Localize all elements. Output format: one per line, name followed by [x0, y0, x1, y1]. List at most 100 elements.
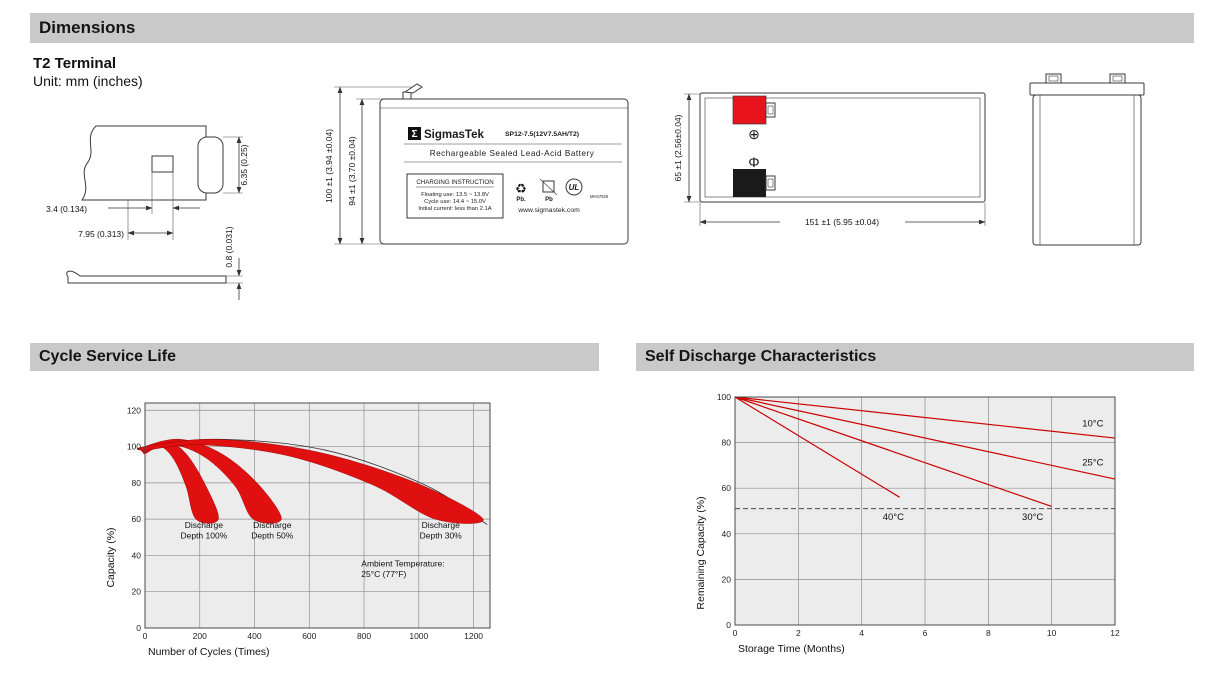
charging-line-3: Initial current: less than 2.1A	[418, 206, 491, 212]
x-axis-title: Storage Time (Months)	[738, 643, 845, 655]
charging-line-2: Cycle use: 14.4 ~ 15.0V	[424, 199, 486, 205]
series-label: 40°C	[883, 512, 904, 523]
y-tick-label: 0	[136, 623, 141, 633]
self-discharge-section-title: Self Discharge Characteristics	[645, 348, 877, 365]
battery-case-side-inner	[704, 97, 981, 198]
end-terminal-2	[1109, 73, 1126, 84]
x-tick-label: 800	[357, 631, 371, 641]
negative-symbol-icon: Φ	[748, 154, 759, 170]
x-tick-label: 200	[193, 631, 207, 641]
recycle-icon: ♻	[515, 181, 527, 196]
self-discharge-section-header: Self Discharge Characteristics	[636, 343, 1194, 371]
terminal-front-outline	[81, 125, 207, 201]
x-tick-label: 600	[302, 631, 316, 641]
y-tick-label: 60	[132, 514, 142, 524]
discharge-band	[136, 439, 484, 524]
self-discharge-chart: 10°C 25°C 30°C 40°C 0 2 4 6 8 10 12 0 20 40 60 80 100 Sto…	[695, 392, 1120, 655]
series-line	[734, 396, 1116, 439]
x-tick-label: 400	[247, 631, 261, 641]
y-tick-label: 60	[722, 483, 732, 493]
y-tick-label: 20	[722, 574, 732, 584]
chart-annotation: Discharge Depth 30%	[420, 520, 462, 541]
y-tick-label: 20	[132, 587, 142, 597]
end-terminal-1	[1045, 73, 1062, 84]
dimension-drawings: 3.4 (0.134) 7.95 (0.313) 6.35 (0.25) 0.8…	[46, 73, 1145, 300]
series-line	[734, 396, 1052, 508]
x-tick-label: 1200	[464, 631, 483, 641]
dim-side-height: 65 ±1 (2.56±0.04)	[673, 114, 683, 181]
y-tick-label: 80	[722, 438, 732, 448]
logo-sigma: Σ	[411, 129, 417, 140]
x-tick-label: 4	[859, 628, 864, 638]
model-number: SP12-7.5(12V7.5AH/T2)	[505, 131, 579, 138]
cycle-service-life-chart: Discharge Depth 100%Discharge Depth 50%Dis…	[105, 402, 491, 658]
dimensions-section-title: Dimensions	[39, 18, 136, 37]
pb-label-2: Pb	[545, 197, 553, 203]
brand-name: SigmasTek	[424, 129, 484, 141]
drawing-element: Depth 100%	[180, 531, 227, 541]
dim-side-length: 151 ±1 (5.95 ±0.04)	[805, 217, 879, 227]
chart-annotation: Discharge Depth 50%	[251, 520, 293, 541]
drawing-element: Depth 30%	[420, 531, 462, 541]
terminal-slot	[151, 155, 174, 173]
x-tick-label: 1000	[409, 631, 428, 641]
series-line	[734, 396, 900, 498]
y-tick-label: 40	[722, 529, 732, 539]
tab-detail	[767, 105, 774, 115]
charging-line-1: Floating use: 13.5 ~ 13.8V	[421, 192, 489, 198]
battery-type-label: Rechargeable Sealed Lead-Acid Battery	[430, 149, 595, 158]
dim-slot-width: 3.4 (0.134)	[46, 204, 87, 214]
y-axis-title: Remaining Capacity (%)	[695, 496, 707, 609]
end-lid	[1029, 82, 1145, 96]
end-terminal-detail	[1048, 75, 1059, 82]
terminal-blade	[403, 83, 423, 94]
ul-mark-text: UL	[569, 183, 580, 192]
ul-mark-icon	[565, 178, 583, 196]
ul-number: MH47925	[590, 194, 609, 199]
battery-side-drawing: 65 ±1 (2.56±0.04) ⊕ Φ 151 ±1 (5.95 ±0.04…	[673, 92, 986, 227]
drawing-element: Discharge	[253, 520, 292, 530]
x-tick-label: 8	[986, 628, 991, 638]
tab-detail	[767, 178, 774, 188]
x-tick-label: 10	[1047, 628, 1057, 638]
y-tick-label: 0	[726, 620, 731, 630]
battery-case-end	[1032, 94, 1142, 246]
battery-front-drawing: 100 ±1 (3.94 ±0.04) 94 ±1 (3.70 ±0.04) Σ…	[324, 83, 629, 245]
dim-pitch: 7.95 (0.313)	[78, 229, 124, 239]
terminal-detail-drawing: 3.4 (0.134) 7.95 (0.313) 6.35 (0.25) 0.8…	[46, 125, 249, 300]
negative-terminal-black	[733, 169, 766, 197]
y-tick-label: 100	[127, 442, 141, 452]
y-tick-label: 120	[127, 405, 141, 415]
chart-annotation: Ambient Temperature: 25°C (77°F)	[361, 558, 444, 579]
drawing-element: 25°C (77°F)	[361, 569, 406, 579]
plot-border	[734, 396, 1116, 626]
x-axis-title: Number of Cycles (Times)	[148, 646, 270, 658]
plot-border	[144, 402, 491, 629]
y-tick-label: 80	[132, 478, 142, 488]
x-tick-label: 0	[733, 628, 738, 638]
terminal-tab-outline	[197, 136, 224, 194]
positive-symbol-icon: ⊕	[748, 126, 760, 142]
y-tick-label: 40	[132, 550, 142, 560]
pb-label-1: Pb.	[516, 197, 526, 203]
battery-case-front	[379, 98, 629, 245]
unit-note: Unit: mm (inches)	[33, 73, 143, 89]
drawing-element: Discharge	[422, 520, 461, 530]
drawing-element: Discharge	[185, 520, 224, 530]
series-line	[734, 396, 1116, 480]
series-label: 30°C	[1022, 512, 1043, 523]
dim-overall-height: 100 ±1 (3.94 ±0.04)	[324, 129, 334, 203]
cycle-life-section-title: Cycle Service Life	[39, 348, 176, 365]
y-tick-label: 100	[717, 392, 731, 402]
positive-terminal-tab	[765, 102, 776, 118]
end-terminal-detail	[1112, 75, 1123, 82]
logo-mark	[408, 127, 421, 140]
charging-instruction-box	[406, 173, 504, 219]
battery-end-drawing	[1029, 73, 1145, 246]
battery-case-side	[699, 92, 986, 203]
drawing-element: Ambient Temperature:	[361, 558, 444, 568]
dim-case-height: 94 ±1 (3.70 ±0.04)	[347, 136, 357, 206]
x-tick-label: 12	[1110, 628, 1120, 638]
charging-title: CHARGING INSTRUCTION	[416, 179, 493, 186]
series-label: 10°C	[1082, 419, 1103, 430]
